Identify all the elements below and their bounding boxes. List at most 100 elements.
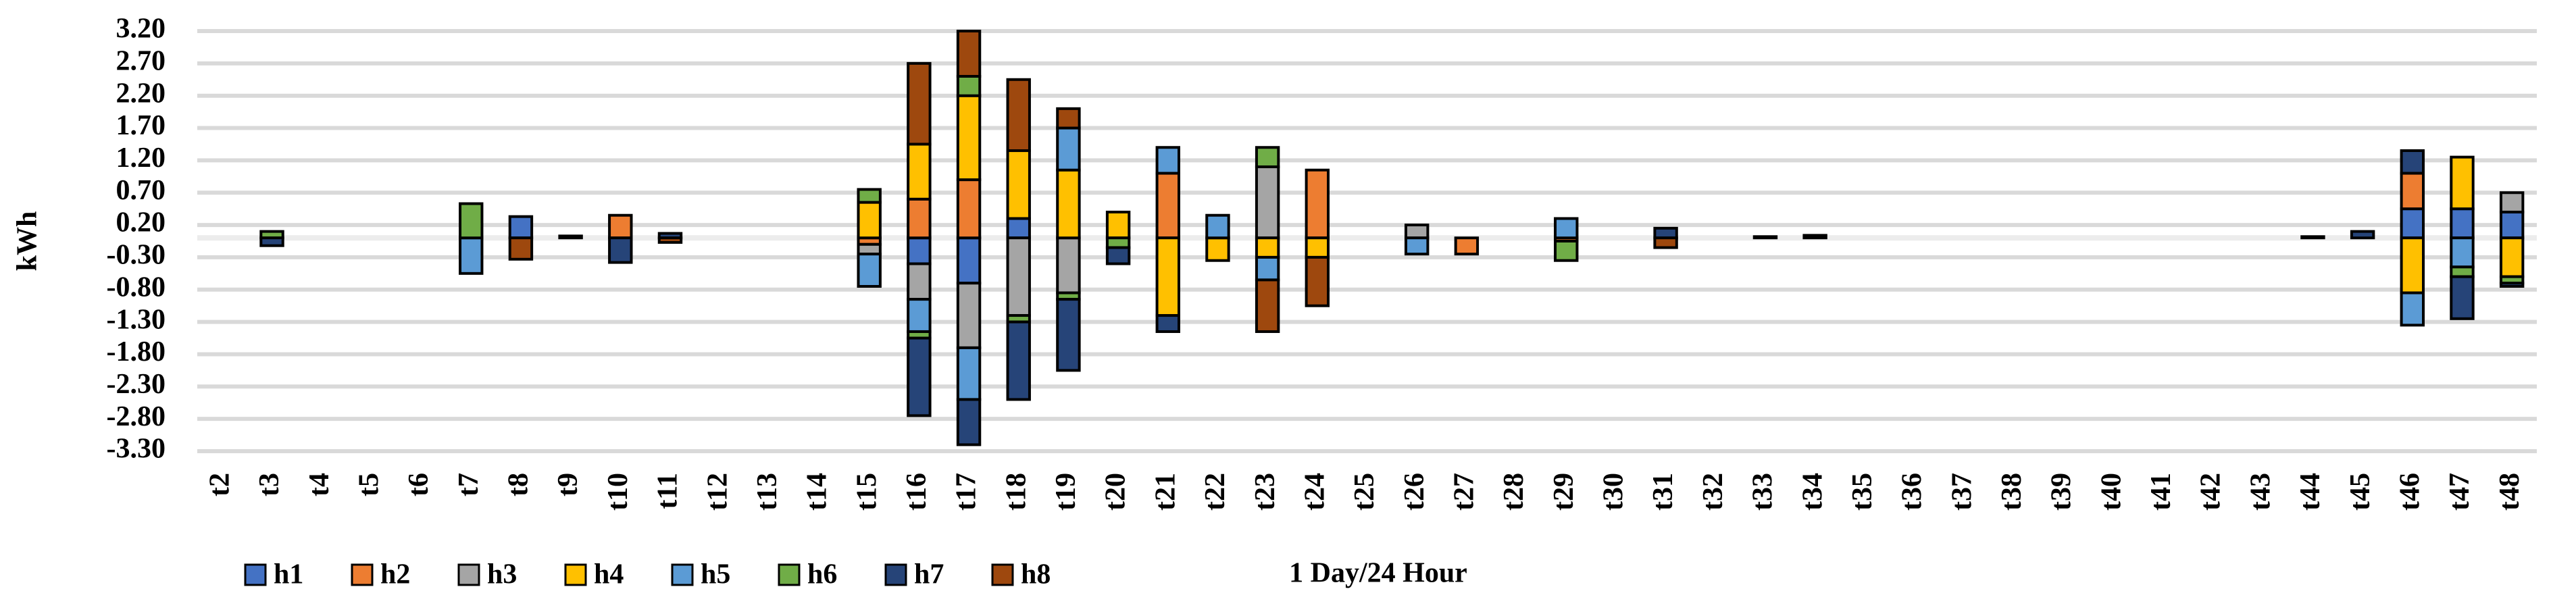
x-tick-label: t15 bbox=[851, 473, 882, 511]
bar-segment bbox=[1155, 146, 1180, 175]
x-tick-label: t18 bbox=[1001, 473, 1032, 511]
bar-segment bbox=[2450, 236, 2475, 269]
bar-segment bbox=[857, 201, 882, 240]
bar-segment bbox=[1554, 240, 1579, 262]
bar-segment bbox=[508, 215, 534, 240]
x-tick-label: t47 bbox=[2444, 473, 2475, 511]
x-tick-label: t31 bbox=[1648, 473, 1679, 511]
x-axis-title: 1 Day/24 Hour bbox=[1289, 558, 1467, 589]
x-tick-label: t37 bbox=[1946, 473, 1977, 511]
bar-segment bbox=[1404, 224, 1430, 240]
x-tick-label: t29 bbox=[1548, 473, 1580, 511]
x-tick-label: t16 bbox=[901, 473, 932, 511]
bar-segment bbox=[1205, 213, 1230, 240]
bar-segment bbox=[2450, 207, 2475, 240]
bar-segment bbox=[956, 282, 982, 349]
x-tick-label: t38 bbox=[1996, 473, 2027, 511]
x-tick-label: t13 bbox=[752, 473, 783, 511]
x-tick-label: t7 bbox=[453, 473, 484, 496]
bar-segment bbox=[1653, 226, 1678, 240]
legend-label: h4 bbox=[594, 559, 624, 590]
bar-segment bbox=[857, 242, 882, 256]
bar-segment bbox=[1155, 314, 1180, 333]
x-tick-label: t34 bbox=[1797, 473, 1828, 511]
x-tick-label: t21 bbox=[1150, 473, 1181, 511]
bar-segment bbox=[459, 202, 484, 240]
bar-segment bbox=[2350, 230, 2375, 240]
bar-segment bbox=[459, 236, 484, 275]
x-tick-label: t39 bbox=[2046, 473, 2077, 511]
x-tick-label: t19 bbox=[1051, 473, 1082, 511]
x-tick-label: t4 bbox=[304, 473, 335, 496]
bar-segment bbox=[956, 236, 982, 285]
x-tick-label: t32 bbox=[1698, 473, 1729, 511]
legend-swatch bbox=[884, 563, 907, 586]
bar-segment bbox=[1056, 107, 1081, 130]
bar-segment bbox=[2300, 235, 2325, 240]
bar-segment bbox=[1155, 236, 1180, 317]
bar-segment bbox=[907, 61, 932, 146]
legend-label: h7 bbox=[914, 559, 944, 590]
bar-segment bbox=[956, 398, 982, 446]
bar-segment bbox=[1056, 168, 1081, 240]
x-tick-label: t36 bbox=[1897, 473, 1928, 511]
legend-label: h5 bbox=[701, 559, 730, 590]
bar-segment bbox=[2450, 275, 2475, 320]
legend-swatch bbox=[457, 563, 480, 586]
bar-segment bbox=[608, 213, 633, 240]
legend-label: h2 bbox=[380, 559, 410, 590]
x-tick-label: t27 bbox=[1449, 473, 1480, 511]
legend-label: h6 bbox=[807, 559, 837, 590]
bar-segment bbox=[2400, 291, 2425, 327]
y-tick-label: 3.20 bbox=[116, 14, 166, 45]
bar-segment bbox=[907, 197, 932, 240]
x-tick-label: t28 bbox=[1498, 473, 1530, 511]
bar-segment bbox=[907, 298, 932, 333]
y-tick-label: -3.30 bbox=[107, 434, 166, 465]
y-tick-label: -0.80 bbox=[107, 272, 166, 303]
bar-segment bbox=[2499, 282, 2525, 288]
bar-segment bbox=[907, 236, 932, 265]
y-tick-label: -2.30 bbox=[107, 369, 166, 400]
legend-swatch bbox=[778, 563, 801, 586]
bar-segment bbox=[1006, 149, 1031, 220]
legend-swatch bbox=[564, 563, 587, 586]
bar-segment bbox=[1752, 235, 1778, 240]
legend-swatch bbox=[244, 563, 267, 586]
bar-segment bbox=[2400, 149, 2425, 175]
x-tick-label: t12 bbox=[702, 473, 733, 511]
bar-segment bbox=[657, 236, 683, 244]
legend-swatch bbox=[351, 563, 374, 586]
bar-segment bbox=[558, 234, 583, 240]
bar-segment bbox=[956, 74, 982, 97]
x-tick-label: t20 bbox=[1101, 473, 1132, 511]
legend-swatch bbox=[991, 563, 1014, 586]
x-tick-label: t48 bbox=[2494, 473, 2525, 511]
bar-segment bbox=[2499, 236, 2525, 278]
x-tick-label: t22 bbox=[1200, 473, 1231, 511]
bar-segment bbox=[1006, 320, 1031, 401]
bar-segment bbox=[907, 143, 932, 201]
bar-segment bbox=[259, 236, 284, 247]
bar-segment bbox=[2450, 155, 2475, 211]
x-tick-label: t23 bbox=[1250, 473, 1281, 511]
bar-segment bbox=[2400, 236, 2425, 294]
y-tick-label: 0.20 bbox=[116, 207, 166, 238]
y-tick-label: -2.80 bbox=[107, 401, 166, 432]
y-axis-title: kWh bbox=[12, 211, 43, 272]
y-tick-label: 1.70 bbox=[116, 110, 166, 141]
bar-segment bbox=[1056, 236, 1081, 294]
bar-segment bbox=[1454, 236, 1480, 256]
bar-segment bbox=[1105, 210, 1131, 240]
bar-segment bbox=[1255, 255, 1280, 282]
bar-segment bbox=[1653, 236, 1678, 249]
bar-segment bbox=[1305, 236, 1330, 259]
x-tick-label: t5 bbox=[354, 473, 385, 496]
bar-segment bbox=[2499, 191, 2525, 213]
y-tick-label: -0.30 bbox=[107, 240, 166, 271]
x-tick-label: t2 bbox=[204, 473, 235, 496]
x-tick-label: t11 bbox=[653, 473, 684, 509]
bar-segment bbox=[956, 178, 982, 240]
